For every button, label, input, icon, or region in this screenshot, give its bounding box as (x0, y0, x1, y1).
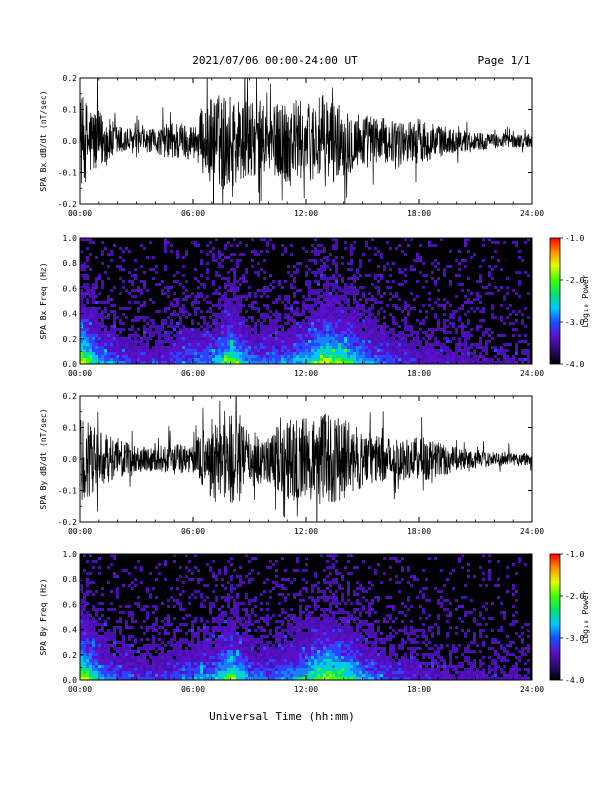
colorbar (549, 237, 561, 365)
x-axis-label: Universal Time (hh:mm) (209, 710, 355, 723)
x-tick-label: 00:00 (68, 685, 92, 694)
colorbar-label: Log₁₀ Power (581, 274, 590, 327)
x-tick-label: 12:00 (294, 209, 318, 218)
y-tick-label: 0.0 (63, 455, 78, 464)
colorbar-tick-label: -3.0 (565, 318, 584, 327)
colorbar-tick-label: -3.0 (565, 634, 584, 643)
y-axis-label: SPA Bx dB/dt (nT/sec) (39, 90, 48, 191)
y-tick-label: 0.8 (63, 259, 78, 268)
y-tick-label: 0.4 (63, 626, 78, 635)
x-tick-label: 00:00 (68, 369, 92, 378)
panel-2: -1.0 -2.0 -3.0 -4.0 Log₁₀ Power 1.0 0.8 0.6 0.4 0… (39, 234, 590, 378)
date-range-title: 2021/07/06 00:00-24:00 UT (192, 54, 358, 67)
panels-group: 0.20.10.0-0.1-0.200:00 06:00 12:00 18:00 24:… (39, 74, 590, 694)
y-tick-label: 0.0 (63, 137, 78, 146)
signal-trace-1 (80, 78, 532, 204)
x-tick-label: 06:00 (181, 527, 205, 536)
x-tick-label: 18:00 (407, 369, 431, 378)
x-tick-label: 06:00 (181, 369, 205, 378)
y-tick-label: 0.6 (63, 600, 78, 609)
x-tick-label: 06:00 (181, 685, 205, 694)
panel-4: -1.0 -2.0 -3.0 -4.0 Log₁₀ Power 1.0 0.8 0.6 0.4 0… (39, 550, 590, 694)
y-tick-label: 0.2 (63, 651, 78, 660)
y-tick-label: -0.1 (58, 487, 77, 496)
x-tick-label: 00:00 (68, 527, 92, 536)
x-tick-label: 06:00 (181, 209, 205, 218)
y-tick-label: 0.1 (63, 424, 78, 433)
colorbar-label: Log₁₀ Power (581, 590, 590, 643)
spectrogram-cells-4 (80, 554, 530, 680)
x-tick-label: 12:00 (294, 369, 318, 378)
colorbar-tick-label: -1.0 (565, 234, 584, 243)
x-tick-label: 12:00 (294, 685, 318, 694)
y-tick-label: 0.4 (63, 310, 78, 319)
y-tick-label: -0.1 (58, 169, 77, 178)
y-axis-label: SPA Bx Freq (Hz) (39, 262, 48, 339)
colorbar-tick-label: -4.0 (565, 676, 584, 685)
y-tick-label: -0.2 (58, 518, 77, 527)
panel-3: 0.2 0.1 0.0 -0.1 -0.200:00 06:00 12:00 18:00 24:… (39, 392, 544, 536)
y-tick-label: 0.8 (63, 575, 78, 584)
y-tick-label: 0.2 (63, 392, 78, 401)
y-tick-label: 1.0 (63, 234, 78, 243)
page-number: Page 1/1 (478, 54, 531, 67)
colorbar-tick-label: -2.0 (565, 276, 584, 285)
y-tick-label: 0.2 (63, 335, 78, 344)
signal-trace-3 (80, 396, 532, 522)
spectrogram-cells-2 (80, 238, 530, 364)
colorbar-tick-label: -2.0 (565, 592, 584, 601)
y-axis-label: SPA By dB/dt (nT/sec) (39, 408, 48, 509)
y-tick-label: 0.1 (63, 106, 78, 115)
x-tick-label: 24:00 (520, 527, 544, 536)
y-tick-label: 0.0 (63, 676, 78, 685)
x-tick-label: 24:00 (520, 369, 544, 378)
x-tick-label: 18:00 (407, 685, 431, 694)
colorbar-tick-label: -1.0 (565, 550, 584, 559)
colorbar (549, 553, 561, 681)
x-tick-label: 12:00 (294, 527, 318, 536)
colorbar-tick-label: -4.0 (565, 360, 584, 369)
y-tick-label: 0.6 (63, 284, 78, 293)
x-tick-label: 00:00 (68, 209, 92, 218)
y-tick-label: 1.0 (63, 550, 78, 559)
x-tick-label: 18:00 (407, 209, 431, 218)
x-tick-label: 24:00 (520, 685, 544, 694)
y-axis-label: SPA By Freq (Hz) (39, 578, 48, 655)
y-tick-label: -0.2 (58, 200, 77, 209)
x-tick-label: 18:00 (407, 527, 431, 536)
y-tick-label: 0.0 (63, 360, 78, 369)
y-tick-label: 0.2 (63, 74, 78, 83)
x-tick-label: 24:00 (520, 209, 544, 218)
panel-1: 0.2 0.1 0.0 -0.1 -0.200:00 06:00 12:00 18:00 24:… (39, 74, 544, 218)
